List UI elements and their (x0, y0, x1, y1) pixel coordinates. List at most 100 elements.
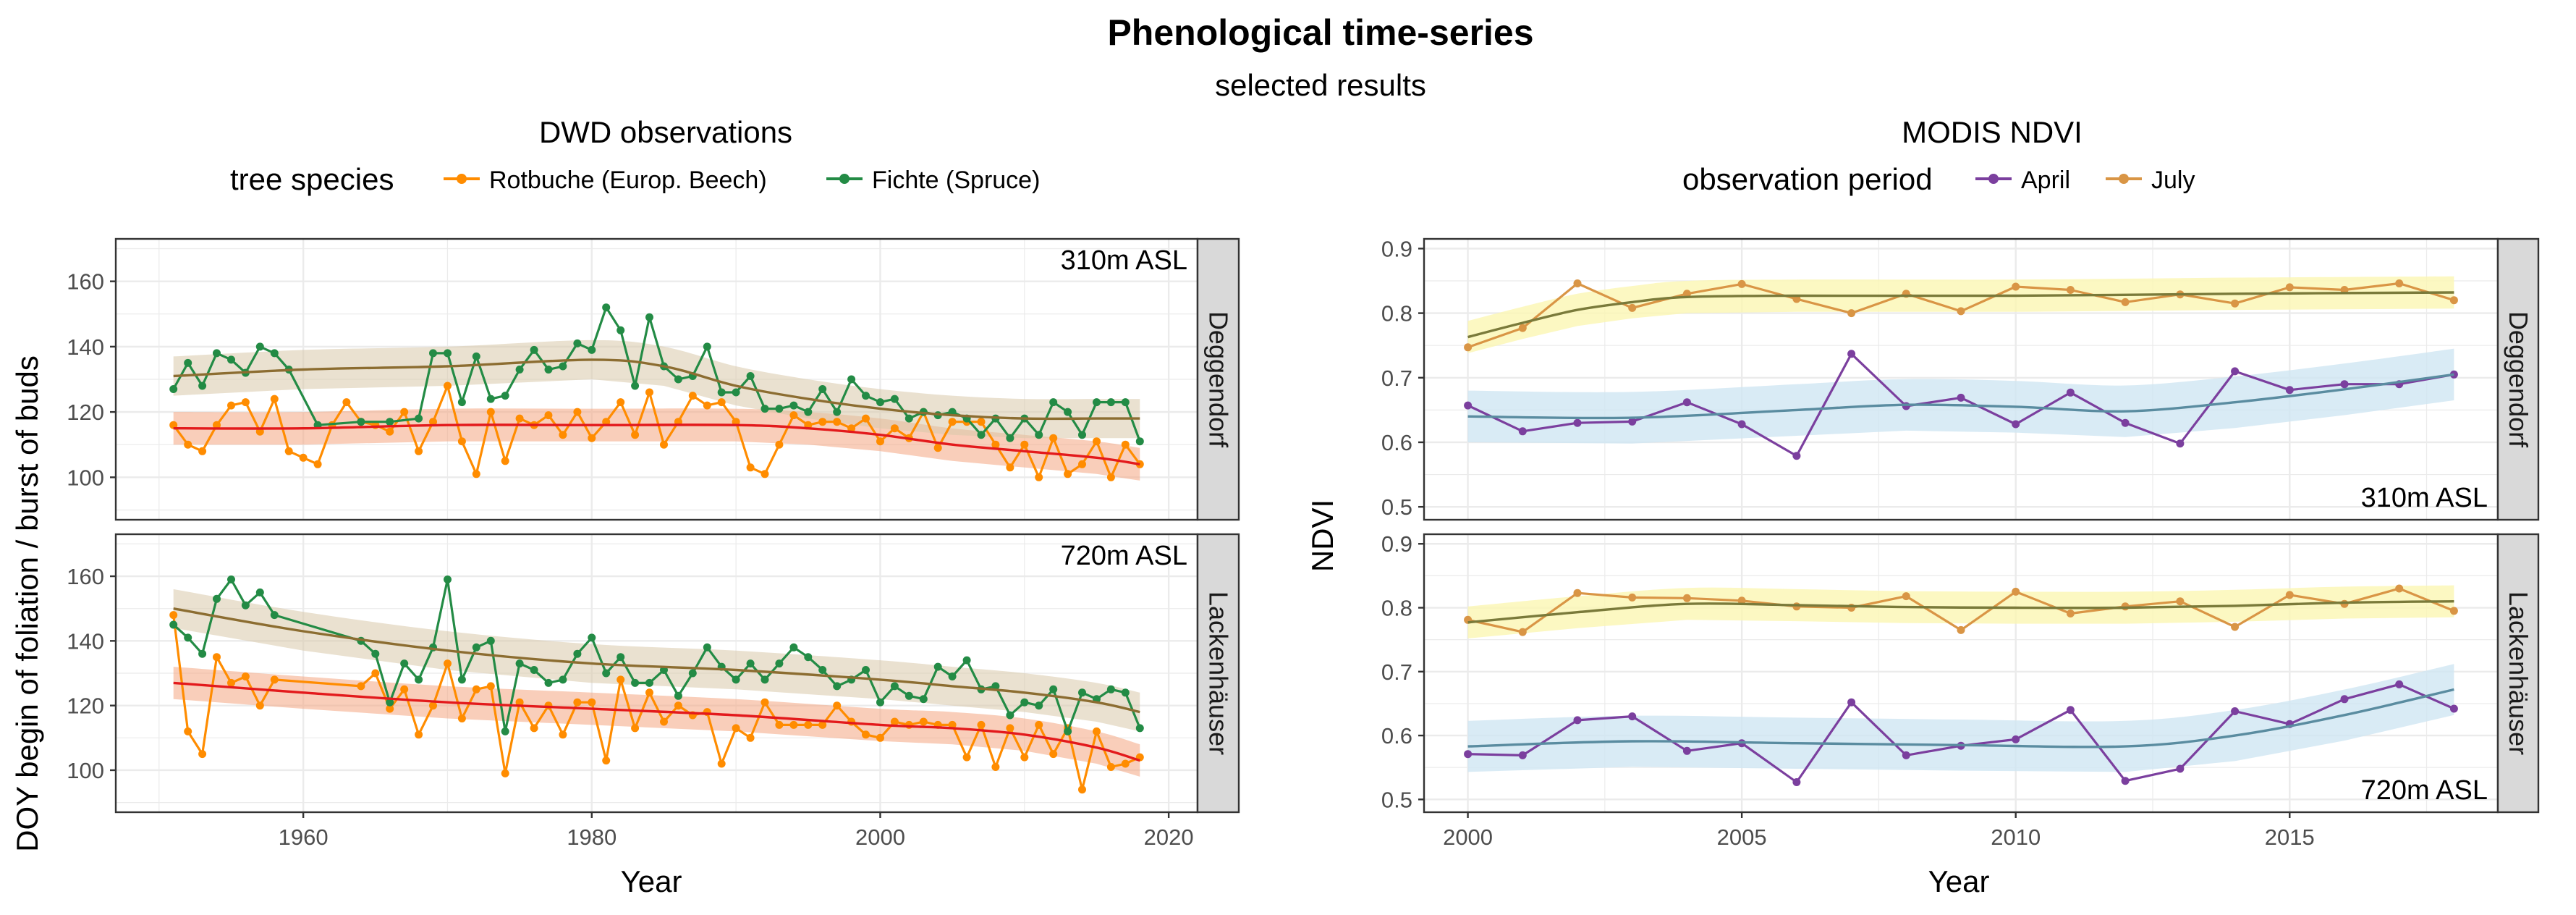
data-point-spruce (198, 381, 207, 390)
data-point-spruce (486, 636, 495, 645)
data-point-beech (530, 724, 538, 733)
data-point-beech (1006, 724, 1014, 733)
data-point-july (1628, 593, 1637, 602)
data-point-spruce (255, 342, 264, 351)
left-legend-key-beech (444, 174, 480, 184)
data-point-july (2012, 282, 2020, 291)
data-point-beech (717, 759, 726, 768)
facet-strip (2496, 237, 2540, 521)
data-point-beech (1020, 440, 1029, 449)
data-point-april (2066, 706, 2075, 714)
data-point-spruce (415, 675, 423, 684)
data-point-spruce (904, 414, 913, 423)
elevation-label: 720m ASL (1061, 541, 1187, 571)
data-point-spruce (703, 342, 711, 351)
data-point-beech (732, 418, 740, 426)
data-point-april (1847, 350, 1856, 358)
data-point-spruce (617, 653, 625, 662)
data-point-beech (1121, 440, 1130, 449)
left-y-axis-title: DOY begin of foliation / burst of buds (10, 355, 44, 852)
facet-1-0: Deggendorf 310m ASL 0.5 0.6 0.7 0.8 0.9 (1381, 236, 2540, 521)
data-point-beech (617, 398, 625, 407)
legend-swatch-april-point (1988, 174, 1999, 184)
data-point-beech (775, 440, 784, 449)
data-point-spruce (645, 313, 653, 321)
data-point-beech (1078, 785, 1086, 794)
data-point-spruce (544, 678, 553, 687)
data-point-spruce (804, 408, 813, 416)
data-point-spruce (1035, 701, 1043, 710)
data-point-beech (386, 427, 394, 436)
data-point-spruce (198, 649, 207, 658)
data-point-spruce (818, 666, 827, 674)
data-point-july (2012, 587, 2020, 596)
data-point-spruce (241, 601, 250, 610)
data-point-spruce (732, 675, 740, 684)
right-legend-label-july: July (2151, 166, 2195, 194)
data-point-april (2121, 777, 2130, 785)
data-point-july (1464, 343, 1473, 352)
data-point-beech (169, 611, 178, 620)
data-point-beech (1106, 473, 1115, 481)
data-point-beech (386, 704, 394, 713)
data-point-beech (617, 675, 625, 684)
data-point-beech (198, 750, 207, 759)
data-point-spruce (444, 349, 452, 358)
facet-0-0: Deggendorf 310m ASL 100 120 140 160 (67, 237, 1240, 521)
data-point-july (1737, 279, 1746, 288)
data-point-spruce (1078, 431, 1086, 439)
data-point-july (2231, 623, 2240, 631)
data-point-spruce (1064, 408, 1072, 416)
data-point-july (1902, 592, 1910, 601)
trend-line-april (1467, 373, 2454, 420)
elevation-label: 720m ASL (2361, 775, 2488, 806)
facet-strip (1196, 533, 1240, 814)
data-point-beech (904, 720, 913, 729)
data-point-beech (674, 701, 682, 710)
data-point-july (2285, 283, 2294, 292)
data-point-beech (703, 401, 711, 410)
right-legend-label-april: April (2021, 166, 2070, 194)
y-tick-label: 100 (67, 465, 104, 490)
data-point-spruce (602, 669, 611, 678)
data-point-spruce (1020, 698, 1029, 707)
data-point-beech (645, 688, 653, 697)
data-point-july (2395, 279, 2404, 287)
data-point-april (2231, 367, 2240, 376)
data-point-spruce (602, 303, 611, 312)
data-point-beech (1049, 434, 1058, 442)
data-point-spruce (486, 395, 495, 403)
right-legend-key-april (1975, 174, 2012, 184)
data-point-spruce (818, 385, 827, 393)
confidence-band (1467, 664, 2454, 772)
confidence-band (173, 589, 1140, 732)
x-tick-label: 2010 (1991, 825, 2041, 850)
data-point-beech (732, 724, 740, 733)
data-point-spruce (962, 656, 971, 665)
data-point-spruce (1006, 434, 1014, 442)
data-point-spruce (255, 588, 264, 596)
x-tick-label: 2000 (1443, 825, 1493, 850)
data-point-beech (760, 698, 769, 707)
data-point-july (2121, 298, 2130, 306)
data-point-july (2231, 299, 2240, 308)
data-point-beech (977, 720, 986, 729)
data-point-spruce (501, 392, 509, 400)
data-point-spruce (977, 431, 986, 439)
data-point-april (2012, 420, 2020, 429)
data-point-beech (1093, 437, 1101, 446)
x-tick-label: 1960 (279, 825, 329, 850)
data-point-beech (602, 418, 611, 426)
trend-line-july (1467, 291, 2454, 339)
y-tick-label: 140 (67, 334, 104, 360)
left-legend-label-beech: Rotbuche (Europ. Beech) (489, 166, 767, 194)
facet-strip-label: Deggendorf (1204, 311, 1234, 448)
data-point-beech (213, 653, 221, 662)
data-point-spruce (213, 594, 221, 603)
data-point-beech (444, 381, 452, 390)
data-point-april (1518, 427, 1527, 436)
trend-line-spruce (173, 607, 1140, 714)
data-point-spruce (472, 643, 480, 652)
